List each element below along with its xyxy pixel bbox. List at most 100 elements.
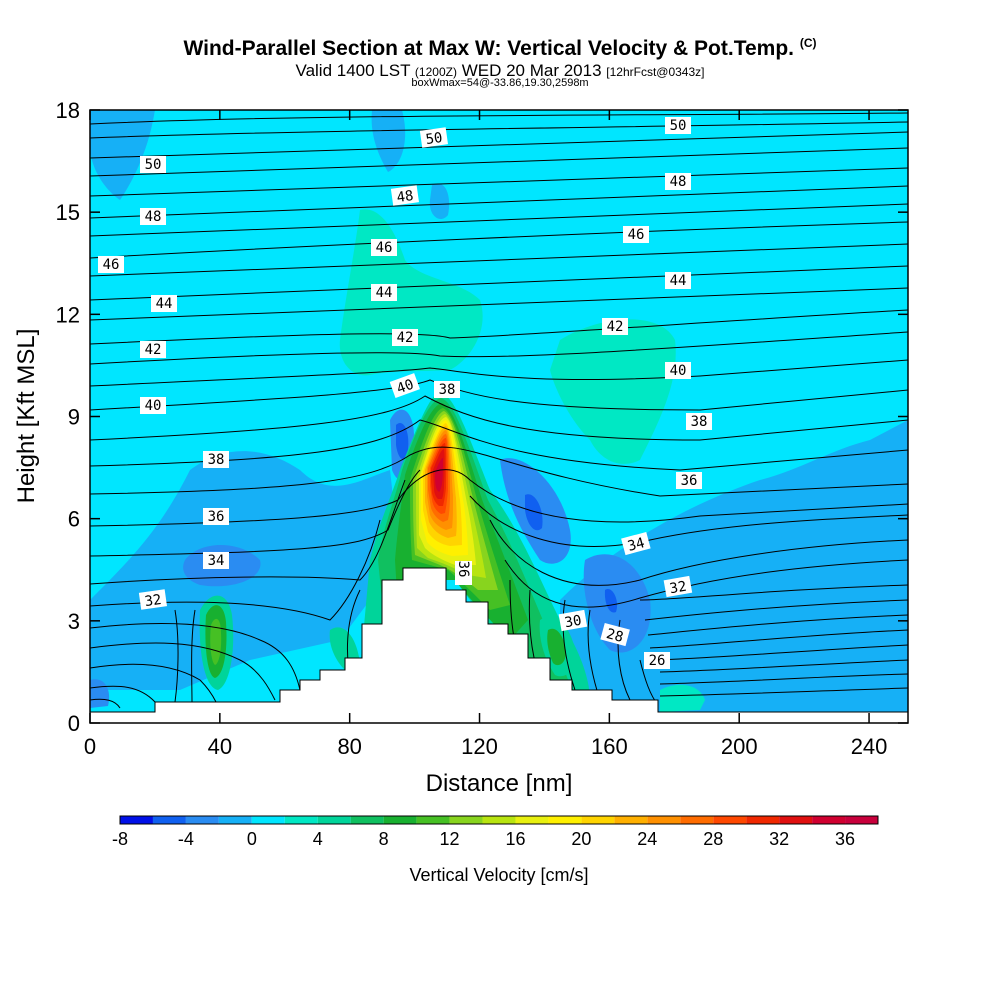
cl-44-c-text: 44 — [670, 273, 687, 289]
downdraft-region-lower-east — [560, 420, 908, 723]
cl-50-c-text: 50 — [670, 118, 687, 134]
isentrope-50 — [90, 131, 908, 159]
downdraft-core-c — [604, 589, 618, 613]
isentrope-37 — [90, 419, 908, 471]
isentrope-32-east — [504, 559, 908, 608]
x-axis-label: Distance [nm] — [426, 770, 573, 797]
colorbar-swatch — [185, 816, 219, 824]
subtitle-forecast: [12hrFcst@0343z] — [606, 65, 705, 79]
colorbar-label: Vertical Velocity [cm/s] — [409, 865, 588, 885]
cl-50-c: 50 — [665, 117, 691, 134]
colorbar-tick-label: -4 — [178, 829, 194, 849]
cl-40-b: 40 — [389, 373, 420, 398]
downdraft-region-upper — [90, 110, 155, 200]
colorbar-swatch — [416, 816, 450, 824]
cl-34-b: 34 — [621, 531, 651, 556]
cl-50-a: 50 — [140, 156, 166, 173]
colorbar — [119, 815, 879, 825]
cl-44-a-text: 44 — [156, 296, 173, 312]
chart-annotation: boxWmax=54@-33.86,19.30,2598m — [411, 77, 589, 89]
x-tick-label: 80 — [337, 734, 361, 759]
cl-32-b: 32 — [663, 575, 693, 597]
cl-40-b-text: 40 — [395, 377, 416, 398]
colorbar-tick-label: 20 — [571, 829, 591, 849]
isentrope-29-east — [647, 614, 908, 636]
isentrope-25-east — [659, 673, 908, 685]
colorbar-swatch — [647, 816, 681, 824]
isentrope-50a — [90, 121, 908, 139]
x-tick-label: 120 — [461, 734, 498, 759]
colorbar-tick-label: 32 — [769, 829, 789, 849]
x-tick-label: 240 — [851, 734, 888, 759]
cl-40-a: 40 — [140, 397, 166, 414]
x-axis: 0 40 80 120 160 200 240 — [84, 110, 888, 759]
cl-30: 30 — [558, 609, 588, 632]
cl-26-text: 26 — [649, 653, 666, 669]
isentrope-30 — [90, 642, 276, 701]
cl-48-c-text: 48 — [670, 174, 687, 190]
colorbar-swatch — [383, 816, 417, 824]
colorbar-tick-label: 8 — [379, 829, 389, 849]
cl-30-text: 30 — [563, 613, 582, 632]
isentrope-28-east — [649, 629, 908, 649]
isentrope-39 — [90, 379, 908, 411]
cl-36-c-text: 36 — [681, 473, 698, 489]
colorbar-frame — [119, 815, 879, 825]
plot-area — [90, 110, 908, 723]
y-tick-label: 0 — [68, 711, 80, 736]
isentrope-51 — [90, 112, 908, 125]
isentrope-36 — [90, 446, 908, 497]
colorbar-swatch — [779, 816, 813, 824]
colorbar-tick-label: -8 — [112, 829, 128, 849]
colorbar-tick-label: 4 — [313, 829, 323, 849]
x-tick-label: 40 — [208, 734, 232, 759]
cl-48-c: 48 — [665, 173, 691, 190]
updraft-secondary-core — [210, 618, 222, 665]
cl-36-b-text: 36 — [455, 561, 471, 578]
isentrope-27 — [90, 698, 121, 709]
cl-32-a: 32 — [138, 589, 167, 610]
cl-36-b: 36 — [455, 561, 472, 585]
isentrope-26-east — [659, 659, 908, 673]
cl-46-c: 46 — [623, 226, 649, 243]
isentrope-46 — [90, 221, 908, 259]
downdraft-core-b — [525, 494, 543, 531]
cl-28-text: 28 — [605, 626, 625, 646]
chart-subtitle: Valid 1400 LST (1200Z) WED 20 Mar 2013 [… — [0, 61, 1000, 81]
terrain — [90, 567, 908, 723]
cl-40-c: 40 — [665, 362, 691, 379]
colorbar-swatch — [218, 816, 252, 824]
colorbar-tick-label: 0 — [247, 829, 257, 849]
cl-38-c-text: 38 — [691, 414, 708, 430]
colorbar-swatch — [120, 816, 153, 824]
isentrope-31 — [90, 623, 301, 691]
x-tick-label: 200 — [721, 734, 758, 759]
y-axis-label: Height [Kft MSL] — [13, 329, 40, 504]
colorbar-swatch — [812, 816, 846, 824]
cl-36-c: 36 — [676, 472, 702, 489]
isentrope-35 — [90, 469, 908, 527]
colorbar-swatch — [284, 816, 318, 824]
colorbar-swatch — [449, 816, 483, 824]
colorbar-swatch — [317, 816, 351, 824]
colorbar-swatch — [581, 816, 615, 824]
cl-44-a: 44 — [151, 295, 177, 312]
cl-32-a-text: 32 — [144, 592, 163, 610]
cl-40-c-text: 40 — [670, 363, 687, 379]
colorbar-tick-label: 12 — [440, 829, 460, 849]
updraft-core — [435, 458, 443, 492]
x-tick-label: 160 — [591, 734, 628, 759]
subtitle-utc: (1200Z) — [414, 65, 457, 79]
updraft-weak-surface — [660, 684, 705, 712]
cl-34-a-text: 34 — [208, 553, 225, 569]
cl-50-b-text: 50 — [425, 130, 444, 148]
isentrope-33-east — [489, 519, 908, 586]
cl-38-b: 38 — [434, 381, 460, 398]
cl-46-a: 46 — [98, 256, 124, 273]
downdraft-region-top-center — [371, 110, 406, 172]
isentrope-40 — [90, 359, 908, 387]
colorbar-swatch — [845, 816, 878, 824]
x-tick-label: 0 — [84, 734, 96, 759]
downdraft-region-small-upper — [429, 183, 450, 220]
